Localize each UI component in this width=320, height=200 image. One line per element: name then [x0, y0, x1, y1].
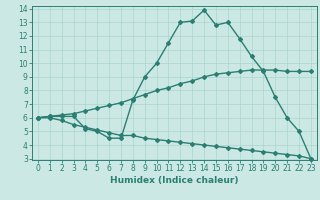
- X-axis label: Humidex (Indice chaleur): Humidex (Indice chaleur): [110, 176, 239, 185]
